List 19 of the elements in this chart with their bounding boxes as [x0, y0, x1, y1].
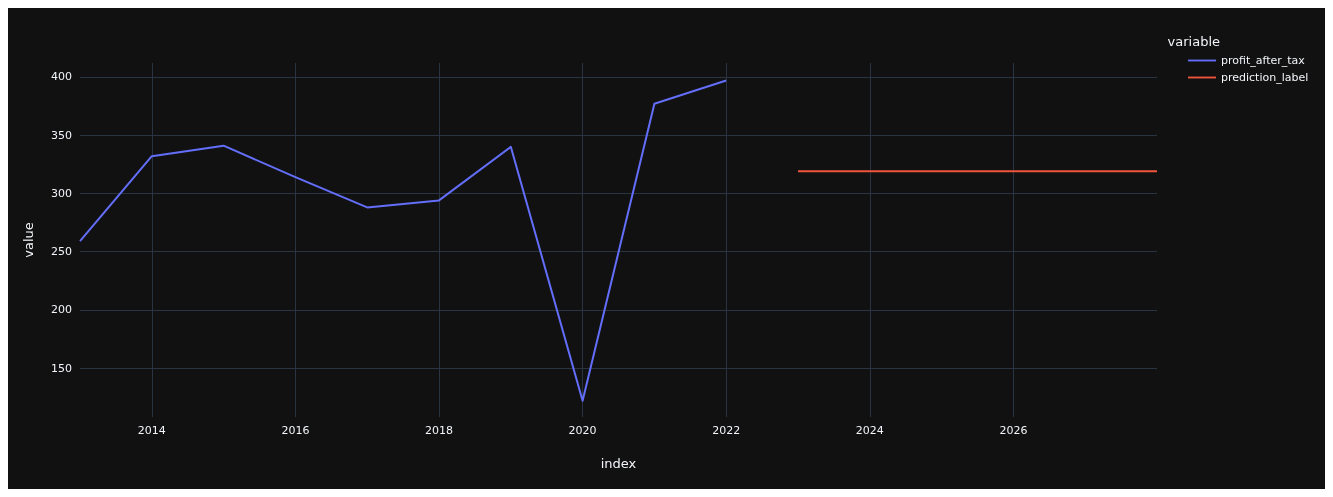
y-tick-label: 200 [51, 303, 72, 317]
x-tick-label: 2026 [999, 424, 1028, 437]
x-tick-label: 2020 [568, 424, 597, 437]
x-tick-label: 2024 [855, 424, 884, 437]
legend-title: variable [1167, 34, 1221, 49]
x-tick-label: 2022 [712, 424, 741, 437]
line-series [79, 79, 728, 402]
x-tick-label: 2018 [425, 424, 453, 437]
y-tick-label: 150 [51, 361, 72, 375]
x-tick-label: 2016 [281, 424, 310, 437]
y-tick-label: 300 [51, 186, 72, 200]
x-tick-label: 2014 [137, 424, 166, 437]
legend-label: prediction_label [1221, 71, 1309, 84]
x-axis-title: index [600, 456, 637, 471]
y-tick-label: 350 [51, 128, 72, 142]
legend-label: profit_after_tax [1221, 54, 1306, 67]
y-tick-label: 400 [51, 70, 72, 84]
y-tick-label: 250 [51, 245, 72, 259]
y-axis-title: value [21, 222, 36, 258]
